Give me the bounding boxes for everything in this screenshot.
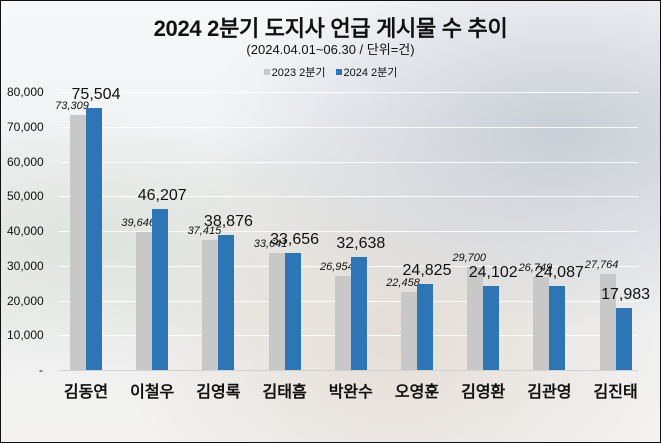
gridline bbox=[59, 231, 638, 232]
category-label: 김동연 bbox=[63, 384, 109, 401]
x-axis-baseline bbox=[59, 370, 638, 371]
gridline bbox=[59, 126, 638, 128]
category-label: 박완수 bbox=[328, 384, 373, 401]
bar-2023 bbox=[401, 291, 417, 370]
chart-subtitle: (2024.04.01~06.30 / 단위=건) bbox=[246, 42, 415, 57]
value-label-2023: 27,764 bbox=[584, 258, 619, 271]
value-label-2024: 24,087 bbox=[534, 264, 584, 282]
y-tick-label: 20,000 bbox=[7, 293, 44, 308]
y-tick-label: 40,000 bbox=[7, 224, 44, 238]
bar-2023 bbox=[70, 115, 86, 370]
bar-2023 bbox=[202, 239, 219, 370]
bar-2023 bbox=[533, 277, 550, 370]
y-tick-label: 60,000 bbox=[7, 154, 44, 169]
value-label-2024: 17,983 bbox=[601, 285, 651, 303]
y-tick-label: 80,000 bbox=[7, 85, 44, 99]
value-label-2024: 33,656 bbox=[270, 231, 320, 249]
value-label-2023: 22,458 bbox=[386, 276, 420, 289]
value-label-2023: 39,646 bbox=[121, 217, 156, 230]
bar-2024 bbox=[483, 286, 500, 370]
legend-item-2024: 2024 2분기 bbox=[335, 64, 398, 80]
gridline bbox=[59, 196, 638, 198]
category-label: 김진태 bbox=[593, 384, 638, 401]
bar-2024 bbox=[350, 256, 367, 370]
legend-swatch-2024 bbox=[335, 69, 342, 75]
chart-title: 2024 2분기 도지사 언급 게시물 수 추이 bbox=[153, 16, 508, 41]
gridline bbox=[59, 265, 638, 267]
bar-2024 bbox=[218, 234, 235, 370]
gridline bbox=[59, 92, 638, 93]
y-tick-label: 70,000 bbox=[7, 119, 44, 134]
category-label: 김태흠 bbox=[262, 384, 307, 401]
bar-2024 bbox=[152, 209, 169, 370]
y-tick-label: 10,000 bbox=[7, 328, 44, 343]
category-label: 김영환 bbox=[461, 384, 506, 401]
value-label-2023: 37,415 bbox=[187, 224, 222, 237]
bar-2024 bbox=[549, 286, 566, 370]
category-label: 이철우 bbox=[130, 384, 175, 401]
value-label-2024: 38,876 bbox=[203, 212, 253, 230]
bar-2023 bbox=[467, 266, 484, 370]
value-label-2023: 26,749 bbox=[518, 262, 553, 275]
value-label-2024: 32,638 bbox=[336, 234, 386, 252]
value-label-2024: 24,102 bbox=[468, 264, 518, 282]
bar-2023 bbox=[268, 253, 285, 370]
legend-label-2023: 2023 2분기 bbox=[271, 67, 326, 79]
value-label-2024: 24,825 bbox=[402, 261, 452, 279]
value-label-2023: 73,309 bbox=[55, 100, 89, 113]
category-label: 오영훈 bbox=[394, 384, 440, 401]
category-label: 김관영 bbox=[527, 384, 572, 401]
bar-2024 bbox=[615, 307, 632, 370]
legend-item-2023: 2023 2분기 bbox=[263, 64, 326, 80]
category-label: 김영록 bbox=[196, 384, 241, 401]
bar-2023 bbox=[599, 273, 616, 370]
bar-2024 bbox=[86, 107, 102, 370]
bar-2024 bbox=[284, 253, 301, 370]
bar-2023 bbox=[136, 232, 153, 370]
value-label-2024: 75,504 bbox=[71, 85, 121, 103]
y-tick-label: - bbox=[39, 363, 43, 377]
y-tick-label: 50,000 bbox=[7, 189, 44, 204]
bar-2023 bbox=[334, 276, 351, 370]
value-label-2023: 33,641 bbox=[253, 238, 288, 251]
legend-label-2024: 2024 2분기 bbox=[343, 67, 398, 79]
value-label-2023: 26,954 bbox=[319, 261, 354, 274]
y-tick-label: 30,000 bbox=[7, 258, 44, 273]
gridline bbox=[59, 161, 638, 163]
bar-2024 bbox=[417, 283, 433, 370]
legend-swatch-2023 bbox=[263, 69, 270, 75]
value-label-2024: 46,207 bbox=[137, 187, 187, 205]
legend: 2023 2분기 2024 2분기 bbox=[1, 64, 660, 80]
value-label-2023: 29,700 bbox=[452, 251, 487, 264]
